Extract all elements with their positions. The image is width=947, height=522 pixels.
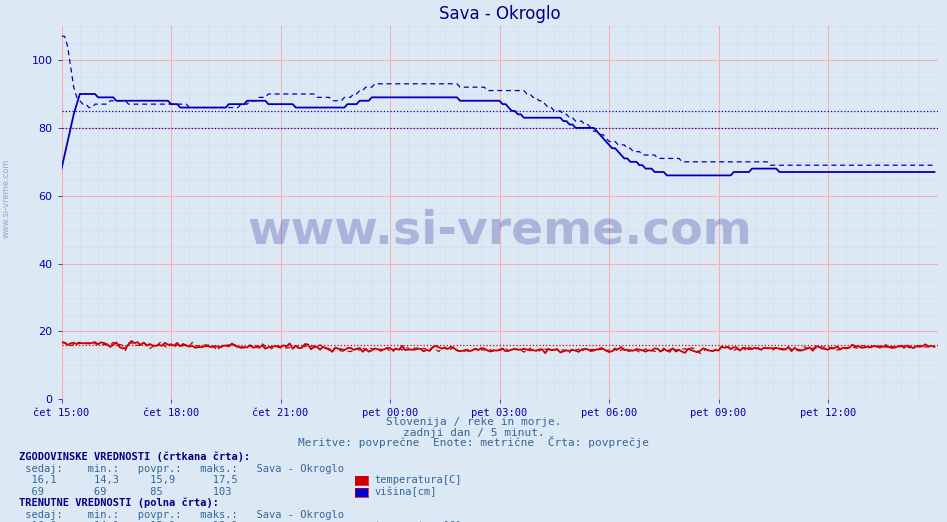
Text: sedaj:    min.:   povpr.:   maks.:   Sava - Okroglo: sedaj: min.: povpr.: maks.: Sava - Okrog… — [19, 510, 344, 520]
Text: višina[cm]: višina[cm] — [374, 487, 437, 497]
Text: zadnji dan / 5 minut.: zadnji dan / 5 minut. — [402, 428, 545, 438]
Text: Meritve: povprečne  Enote: metrične  Črta: povprečje: Meritve: povprečne Enote: metrične Črta:… — [298, 436, 649, 448]
Text: 16,1      14,3     15,9      17,5: 16,1 14,3 15,9 17,5 — [19, 476, 238, 485]
Text: 16,0      14,1     15,9      18,2: 16,0 14,1 15,9 18,2 — [19, 521, 238, 522]
Text: Slovenija / reke in morje.: Slovenija / reke in morje. — [385, 418, 562, 428]
Text: www.si-vreme.com: www.si-vreme.com — [2, 159, 11, 238]
Text: sedaj:    min.:   povpr.:   maks.:   Sava - Okroglo: sedaj: min.: povpr.: maks.: Sava - Okrog… — [19, 464, 344, 474]
Text: temperatura[C]: temperatura[C] — [374, 476, 461, 485]
Text: www.si-vreme.com: www.si-vreme.com — [247, 209, 752, 254]
Title: Sava - Okroglo: Sava - Okroglo — [438, 5, 561, 23]
Text: ZGODOVINSKE VREDNOSTI (črtkana črta):: ZGODOVINSKE VREDNOSTI (črtkana črta): — [19, 452, 250, 462]
Text: TRENUTNE VREDNOSTI (polna črta):: TRENUTNE VREDNOSTI (polna črta): — [19, 498, 219, 508]
Text: 69        69       85        103: 69 69 85 103 — [19, 487, 231, 497]
Text: temperatura[C]: temperatura[C] — [374, 521, 461, 522]
